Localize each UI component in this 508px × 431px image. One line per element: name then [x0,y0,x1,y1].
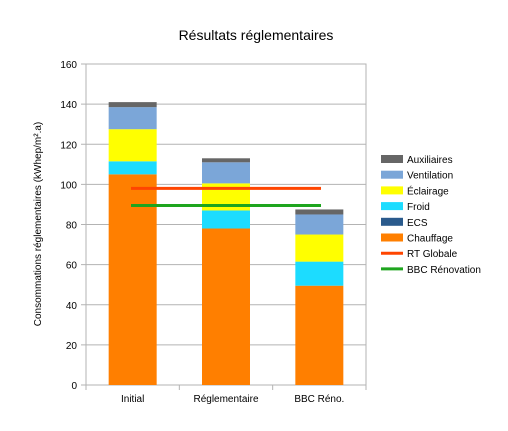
legend-label-ventilation: Ventilation [407,171,453,182]
bar-segment-froid [202,210,250,229]
bar-segment-froid [295,261,344,286]
bar-segment-froid [108,161,157,175]
bar-segment-eclairage [108,129,157,162]
y-tick-label: 0 [71,381,77,392]
x-tick-label: BBC Réno. [294,394,344,405]
legend-label-auxiliaires: Auxiliaires [407,155,453,166]
legend-swatch-froid [381,202,403,211]
plot-area: 0 20 40 60 80 100 120 140 160 Initial Réglementair… [60,60,367,405]
chart-title: Résultats réglementaires [179,27,334,43]
y-tick-label: 60 [66,261,78,272]
legend-label-chauffage: Chauffage [407,234,453,245]
x-tick-label: Réglementaire [193,394,258,405]
y-tick-label: 100 [60,180,77,191]
x-tick-label: Initial [121,394,144,405]
legend-label-ecs: ECS [407,218,428,229]
legend-label-froid: Froid [407,202,430,213]
y-axis-label: Consommations réglementaires (kWhep/m².a… [33,122,44,327]
y-tick-label: 20 [66,341,78,352]
bar-segment-chauffage [295,285,344,385]
legend-swatch-eclairage [381,186,403,195]
bar-segment-chauffage [202,228,250,385]
bar-segment-ventilation [108,107,157,130]
bar-segment-auxiliaires [202,158,250,163]
bar-segment-ventilation [202,162,250,184]
bar-segment-eclairage [295,234,344,262]
y-tick-label: 160 [60,60,77,71]
bar-segment-chauffage [108,174,157,385]
bar-segment-auxiliaires [108,102,157,108]
legend-label-bbc-renovation: BBC Rénovation [407,265,481,276]
legend-swatch-chauffage [381,233,403,242]
legend-label-rt-globale: RT Globale [407,249,458,260]
y-tick-label: 140 [60,100,77,111]
y-tick-label: 40 [66,301,78,312]
legend-swatch-ecs [381,217,403,226]
legend-label-eclairage: Éclairage [407,184,449,197]
legend-swatch-auxiliaires [381,155,403,163]
y-tick-label: 80 [66,221,78,232]
y-tick-label: 120 [60,140,77,151]
legend-swatch-ventilation [381,170,403,179]
bar-segment-auxiliaires [295,209,344,215]
legend: Auxiliaires Ventilation Éclairage Froid ECS C… [381,155,481,276]
bar-segment-ventilation [295,214,344,235]
